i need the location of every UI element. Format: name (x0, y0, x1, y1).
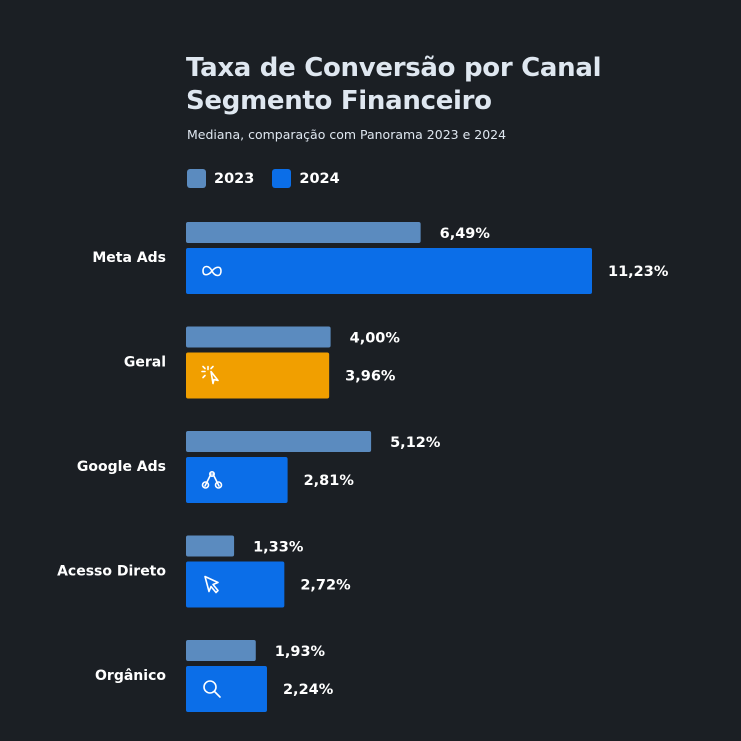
google-ads-icon (201, 471, 223, 489)
value-label-2024: 11,23% (608, 264, 669, 280)
legend-swatch-2023 (187, 169, 206, 188)
bar-2023 (186, 326, 331, 348)
legend-label-2024: 2024 (299, 170, 340, 187)
bar-2024 (186, 561, 285, 608)
category-label: Acesso Direto (57, 564, 166, 580)
bar-group-4: Orgânico 1,93% 2,24% (95, 640, 334, 712)
cursor-icon (204, 575, 219, 594)
value-label-2023: 5,12% (390, 435, 441, 451)
bar-group-2: Google Ads 5,12% 2,81% (77, 431, 441, 503)
category-label: Google Ads (77, 459, 166, 475)
bar-group-0: Meta Ads 6,49% 11,23% (92, 222, 669, 294)
meta-icon (202, 265, 222, 277)
legend-swatch-2024 (272, 169, 292, 188)
value-label-2023: 6,49% (440, 226, 491, 242)
legend-label-2023: 2023 (214, 170, 255, 187)
category-label: Orgânico (95, 668, 166, 684)
value-label-2024: 2,72% (300, 578, 351, 594)
chart-title-line-1: Taxa de Conversão por Canal (186, 53, 602, 83)
category-label: Meta Ads (92, 250, 166, 266)
sparkle-cursor-icon (201, 365, 219, 385)
chart-title: Taxa de Conversão por Canal Segmento Fin… (186, 52, 602, 118)
bar-group-3: Acesso Direto 1,33% 2,72% (57, 535, 351, 608)
category-label: Geral (124, 355, 166, 371)
bar-group-1: Geral 4,00% 3,96% (124, 326, 401, 399)
value-label-2023: 1,33% (253, 540, 304, 556)
legend-item-2024: 2024 (272, 169, 340, 188)
bar-2024 (186, 352, 330, 399)
chart-subtitle: Mediana, comparação com Panorama 2023 e … (187, 127, 507, 142)
value-label-2024: 2,81% (304, 473, 355, 489)
search-icon (203, 680, 221, 698)
bar-2023 (186, 431, 372, 452)
bar-2023 (186, 222, 421, 243)
bar-2024 (186, 457, 288, 503)
bar-2024 (186, 666, 267, 712)
bar-2023 (186, 640, 256, 661)
legend-item-2023: 2023 (187, 169, 254, 188)
value-label-2024: 3,96% (345, 369, 396, 385)
value-label-2024: 2,24% (283, 682, 334, 698)
chart-title-line-2: Segmento Financeiro (186, 86, 492, 116)
bar-2023 (186, 535, 235, 557)
legend: 2023 2024 (187, 169, 358, 188)
value-label-2023: 4,00% (350, 331, 401, 347)
bar-2024 (186, 248, 592, 294)
value-label-2023: 1,93% (275, 644, 326, 660)
